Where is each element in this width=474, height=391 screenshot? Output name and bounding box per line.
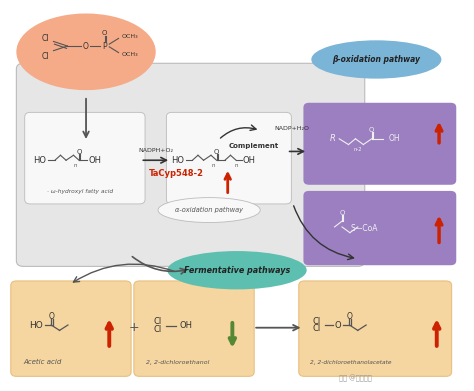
Text: Complement: Complement — [228, 143, 279, 149]
Text: OH: OH — [179, 321, 192, 330]
Text: 2, 2-dichloroethanolacetate: 2, 2-dichloroethanolacetate — [310, 361, 392, 366]
FancyBboxPatch shape — [16, 63, 365, 266]
Text: Fermentative pathways: Fermentative pathways — [184, 266, 290, 275]
FancyBboxPatch shape — [134, 281, 254, 377]
FancyBboxPatch shape — [166, 112, 292, 204]
Text: n-2: n-2 — [354, 147, 362, 152]
Text: n: n — [73, 163, 77, 169]
Text: P: P — [102, 41, 107, 50]
Text: 知乎 @中肽生化: 知乎 @中肽生化 — [339, 375, 372, 382]
FancyBboxPatch shape — [11, 281, 131, 377]
Text: OH: OH — [389, 134, 401, 143]
Text: O: O — [102, 30, 107, 36]
FancyBboxPatch shape — [303, 103, 456, 185]
Text: TaCyp548-2: TaCyp548-2 — [149, 169, 204, 178]
Text: Cl: Cl — [42, 34, 49, 43]
Text: OCH₃: OCH₃ — [122, 52, 138, 57]
Text: OH: OH — [89, 156, 102, 165]
Text: Cl: Cl — [154, 317, 162, 326]
Text: Acetic acid: Acetic acid — [24, 359, 62, 365]
Text: β-oxidation pathway: β-oxidation pathway — [332, 55, 420, 64]
Ellipse shape — [167, 251, 307, 289]
Text: O: O — [214, 149, 219, 155]
FancyBboxPatch shape — [25, 112, 145, 204]
Text: n: n — [211, 163, 215, 169]
Text: OH: OH — [242, 156, 255, 165]
Text: O: O — [335, 321, 342, 330]
Ellipse shape — [16, 13, 155, 90]
Text: O: O — [82, 41, 88, 50]
Text: 2, 2-dichloroethanol: 2, 2-dichloroethanol — [146, 361, 210, 366]
Text: Cl: Cl — [313, 325, 321, 334]
Text: O: O — [339, 210, 345, 216]
Text: Cl: Cl — [154, 325, 162, 334]
Ellipse shape — [311, 40, 441, 79]
Text: OCH₃: OCH₃ — [122, 34, 138, 39]
Text: HO: HO — [171, 156, 184, 165]
Text: +: + — [128, 321, 139, 334]
Text: n: n — [234, 163, 238, 169]
Text: · ω-hydroxyl fatty acid: · ω-hydroxyl fatty acid — [47, 189, 114, 194]
Text: NADP+H₂O: NADP+H₂O — [274, 126, 309, 131]
Text: HO: HO — [29, 321, 43, 330]
FancyBboxPatch shape — [299, 281, 452, 377]
Text: S—CoA: S—CoA — [351, 224, 379, 233]
Text: NADPH+O₂: NADPH+O₂ — [138, 148, 173, 153]
Text: α-oxidation pathway: α-oxidation pathway — [175, 207, 243, 213]
Text: O: O — [346, 312, 352, 321]
Ellipse shape — [158, 197, 260, 222]
Text: R: R — [329, 133, 335, 143]
FancyBboxPatch shape — [303, 191, 456, 265]
Text: Cl: Cl — [42, 52, 49, 61]
Text: HO: HO — [33, 156, 46, 165]
Text: O: O — [369, 127, 374, 133]
Text: O: O — [76, 149, 82, 155]
Text: O: O — [48, 312, 54, 321]
Text: Cl: Cl — [313, 317, 321, 326]
